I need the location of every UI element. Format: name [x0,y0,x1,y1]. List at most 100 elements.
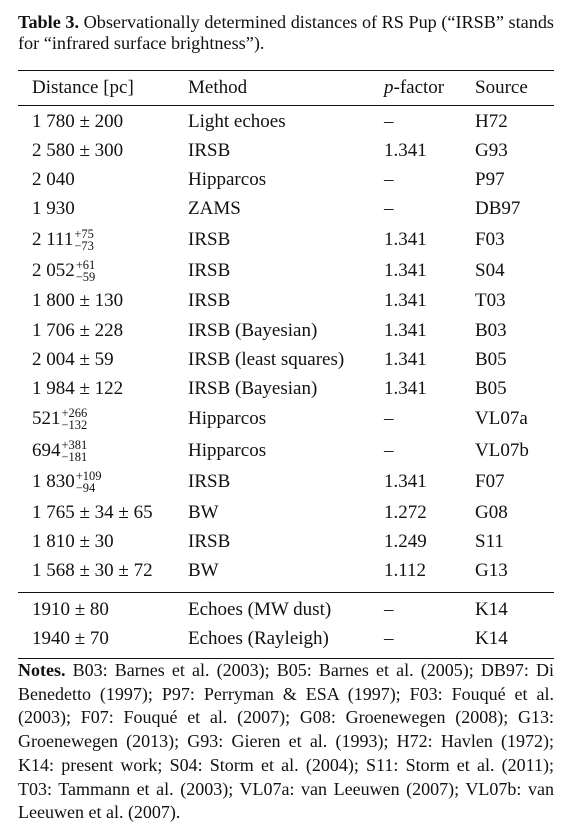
notes-label: Notes. [18,660,66,680]
table-row: 1 780 ± 200 Light echoes – H72 [18,107,554,136]
distance-cell: 1940 ± 70 [32,628,109,650]
pfactor-cell: 1.272 [384,501,427,523]
lower-error: −73 [74,238,94,253]
header-pfactor: p-factor [384,77,444,99]
distance-value: 1 830 [32,471,75,493]
method-cell: Hipparcos [188,168,267,190]
distance-value: 2 111 [32,228,74,250]
table-row: 521 +266 −132 Hipparcos – VL07a [18,404,554,436]
distance-cell: 2 111 +75 −73 [32,226,94,253]
table-row: 2 004 ± 59 IRSB (least squares) 1.341 B05 [18,345,554,374]
pfactor-cell: – [384,628,394,650]
source-cell: G08 [475,501,508,523]
separator-rule [18,591,554,593]
source-cell: F07 [475,471,505,493]
method-cell: IRSB [188,139,231,161]
distance-cell: 1 810 ± 30 [32,530,114,552]
pfactor-cell: 1.112 [384,559,427,581]
source-cell: P97 [475,168,505,190]
source-cell: K14 [475,599,508,621]
pfactor-cell: – [384,168,394,190]
pfactor-cell: 1.249 [384,530,427,552]
distance-cell: 1 706 ± 228 [32,319,124,341]
source-cell: G13 [475,559,508,581]
method-cell: Light echoes [188,110,286,132]
method-cell: BW [188,501,219,523]
upper-error: +109 [75,469,102,484]
distance-value: 694 [32,439,61,461]
method-cell: ZAMS [188,198,241,220]
header-method: Method [188,77,248,98]
distance-cell: 1910 ± 80 [32,599,109,621]
header-rule [18,105,554,106]
header-distance: Distance [pc] [32,77,134,98]
source-cell: S11 [475,530,504,552]
present-work-rows: 1910 ± 80 Echoes (MW dust) – K14 1940 ± 70 Ec… [18,596,554,654]
lower-error: −94 [75,481,96,496]
method-cell: BW [188,559,219,581]
caption-text: Observationally determined distances of … [18,12,555,53]
table-row: 1 765 ± 34 ± 65 BW 1.272 G08 [18,498,554,527]
pfactor-cell: 1.341 [384,260,427,281]
lower-error: −59 [75,270,96,284]
table-row: 694 +381 −181 Hipparcos – VL07b [18,435,554,467]
distance-cell: 521 +266 −132 [32,406,88,433]
table-notes: Notes. B03: Barnes et al. (2003); B05: B… [18,659,554,825]
method-cell: IRSB [188,530,231,552]
method-cell: Echoes (Rayleigh) [188,628,329,650]
lower-error: −132 [61,418,88,433]
table-row: 1 568 ± 30 ± 72 BW 1.112 G13 [18,556,554,585]
upper-error: +61 [75,258,96,272]
distance-value: 521 [32,408,61,430]
method-cell: IRSB [188,290,231,312]
source-cell: G93 [475,139,508,161]
method-cell: IRSB (least squares) [188,348,345,370]
pfactor-cell: 1.341 [384,348,427,370]
method-cell: Hipparcos [188,408,267,430]
distance-cell: 1 800 ± 130 [32,290,124,312]
distance-cell: 2 004 ± 59 [32,348,114,370]
upper-error: +266 [61,406,88,421]
caption-label: Table 3. [18,12,80,32]
table-row: 1 800 ± 130 IRSB 1.341 T03 [18,287,554,316]
pfactor-cell: – [384,198,394,220]
method-cell: Echoes (MW dust) [188,599,332,621]
upper-error: +381 [61,437,88,452]
header-row: Distance [pc] Method p-factor Source [18,74,554,102]
table-row: 2 111 +75 −73 IRSB 1.341 F03 [18,224,554,256]
source-cell: T03 [475,290,506,312]
table-row: 1 830 +109 −94 IRSB 1.341 F07 [18,467,554,499]
table-row: 1910 ± 80 Echoes (MW dust) – K14 [18,596,554,625]
distance-cell: 1 830 +109 −94 [32,469,102,496]
lower-error: −181 [61,449,88,464]
distance-cell: 694 +381 −181 [32,437,88,464]
source-cell: B03 [475,319,507,341]
source-cell: F03 [475,228,505,250]
pfactor-cell: – [384,439,394,461]
pfactor-cell: 1.341 [384,139,427,161]
upper-error: +75 [74,226,94,241]
notes-text: B03: Barnes et al. (2003); B05: Barnes e… [18,660,554,823]
distance-cell: 1 930 [32,198,75,220]
distance-cell: 1 568 ± 30 ± 72 [32,559,153,581]
source-cell: K14 [475,628,508,650]
pfactor-cell: 1.341 [384,290,427,312]
method-cell: IRSB (Bayesian) [188,319,318,341]
distances-table: Distance [pc] Method p-factor Source 1 7… [18,70,554,659]
method-cell: Hipparcos [188,439,267,461]
table-row: 2 052 +61 −59 IRSB 1.341 S04 [18,255,554,287]
source-cell: B05 [475,377,507,399]
distance-cell: 2 040 [32,168,75,190]
method-cell: IRSB [188,228,231,250]
pfactor-cell: 1.341 [384,377,427,399]
header-source: Source [475,77,528,98]
source-cell: B05 [475,348,507,370]
method-cell: IRSB (Bayesian) [188,377,318,399]
pfactor-cell: – [384,599,394,621]
distance-cell: 1 765 ± 34 ± 65 [32,501,153,523]
pfactor-cell: 1.341 [384,471,427,493]
bottom-rule [18,657,554,659]
distance-cell: 1 984 ± 122 [32,377,124,399]
table-row: 1 930 ZAMS – DB97 [18,195,554,224]
distance-cell: 1 780 ± 200 [32,110,124,132]
